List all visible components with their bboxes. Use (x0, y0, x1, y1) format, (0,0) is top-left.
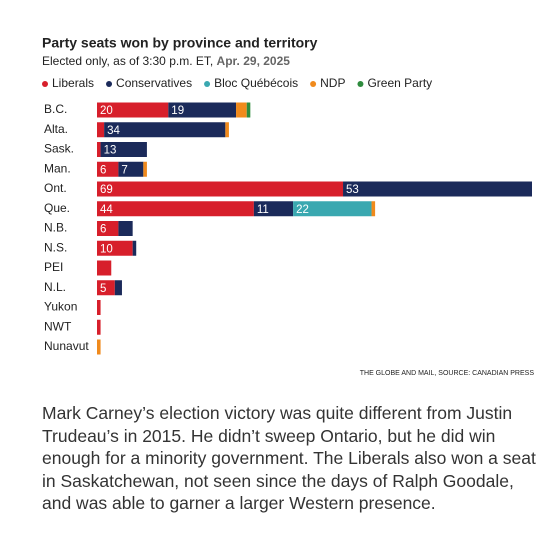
y-tick-label: Alta. (44, 122, 68, 136)
legend-dot (310, 81, 317, 87)
value-label: 11 (257, 204, 269, 216)
value-label: 10 (100, 243, 113, 255)
value-label: 22 (296, 204, 309, 216)
caption: Mark Carney’s election victory was quite… (42, 403, 536, 513)
value-label: 34 (107, 125, 120, 137)
bar-segment (100, 142, 147, 157)
legend-label: NDP (320, 76, 345, 90)
subtitle: Elected only, as of 3:30 p.m. ET, Apr. 2… (42, 54, 290, 68)
bar-segment (293, 201, 372, 217)
bar-segment (118, 161, 144, 177)
value-label: 7 (121, 164, 127, 176)
legend-dot (42, 81, 48, 87)
bar-segment (132, 240, 137, 256)
value-label: 5 (100, 283, 106, 295)
bar-segment (97, 142, 101, 157)
chart: Party seats won by province and territor… (42, 35, 535, 377)
bar-segment (97, 201, 254, 217)
bar-segment (97, 102, 169, 118)
value-label: 44 (100, 204, 113, 216)
legend-dot (106, 81, 113, 87)
bar-segment (104, 122, 226, 138)
bar-segment (225, 122, 229, 138)
legend-dot (357, 81, 364, 87)
source: THE GLOBE AND MAIL, SOURCE: CANADIAN PRE… (360, 370, 535, 377)
legend-label: Conservatives (116, 76, 192, 90)
y-tick-label: Sask. (44, 142, 74, 156)
bar-segment (97, 161, 119, 177)
bar-segment (343, 181, 532, 197)
bar-segment (97, 260, 112, 276)
bar-segment (97, 280, 115, 296)
y-tick-label: Yukon (44, 300, 77, 314)
bar-segment (97, 122, 105, 138)
bar-segment (97, 300, 101, 315)
value-label: 20 (100, 105, 113, 117)
subtitle-text: Elected only, as of 3:30 p.m. ET, (42, 54, 213, 68)
value-label: 69 (100, 184, 113, 196)
y-tick-label: Nunavut (44, 339, 89, 353)
y-tick-label: PEI (44, 260, 63, 274)
bar-segment (97, 181, 344, 197)
y-tick-label: Ont. (44, 181, 67, 195)
value-label: 19 (171, 105, 184, 117)
y-tick-label: Man. (44, 161, 71, 175)
legend-label: Bloc Québécois (214, 76, 298, 90)
y-tick-label: N.B. (44, 221, 67, 235)
bar-segment (236, 102, 247, 118)
value-label: 13 (104, 145, 117, 157)
bar-segment (143, 161, 147, 177)
bar-segment (371, 201, 376, 217)
chart-title: Party seats won by province and territor… (42, 35, 318, 51)
legend-label: Liberals (52, 76, 94, 90)
bar-segment (253, 201, 294, 217)
bar-segment (97, 339, 101, 355)
y-tick-label: NWT (44, 319, 72, 333)
value-label: 6 (100, 164, 106, 176)
y-tick-label: N.L. (44, 280, 66, 294)
bar-segment (118, 221, 133, 236)
value-label: 53 (346, 184, 359, 196)
subtitle-date: Apr. 29, 2025 (217, 54, 291, 68)
bar-segment (97, 319, 101, 335)
y-tick-label: B.C. (44, 102, 67, 116)
bar-segment (97, 221, 119, 236)
bar-segment (114, 280, 122, 296)
y-tick-label: N.S. (44, 240, 67, 254)
legend-dot (204, 81, 211, 87)
legend-label: Green Party (367, 76, 432, 90)
y-tick-label: Que. (44, 201, 70, 215)
value-label: 6 (100, 224, 106, 236)
bar-segment (168, 102, 237, 118)
bar-segment (97, 240, 133, 256)
bar-segment (246, 102, 251, 118)
